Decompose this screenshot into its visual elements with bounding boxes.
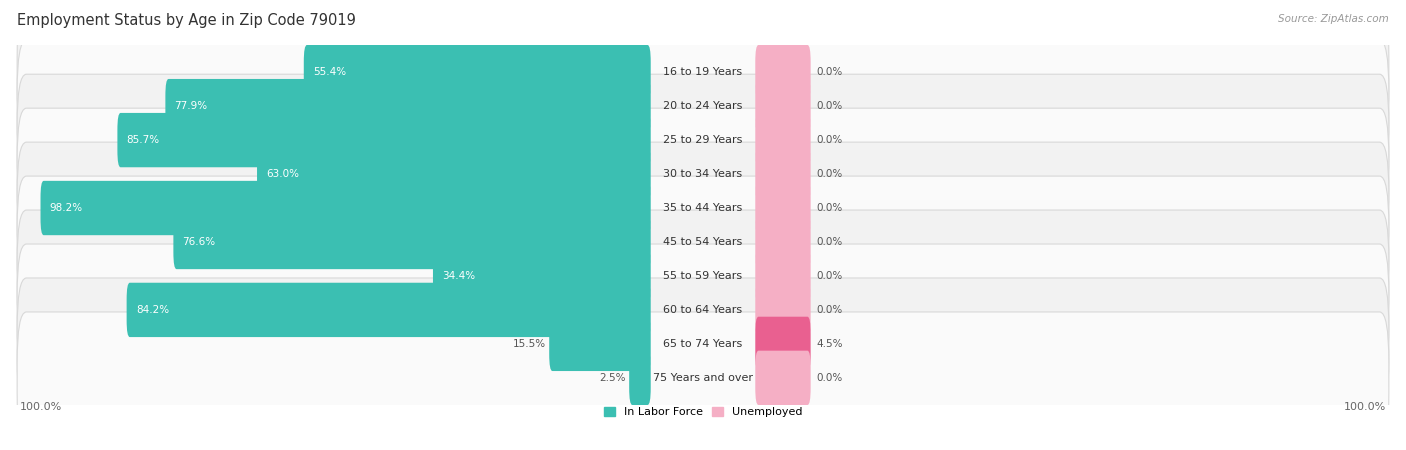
Text: 100.0%: 100.0% <box>1344 402 1386 412</box>
FancyBboxPatch shape <box>17 74 1389 206</box>
Text: 77.9%: 77.9% <box>174 101 208 111</box>
Text: 0.0%: 0.0% <box>817 271 844 281</box>
Text: 98.2%: 98.2% <box>49 203 83 213</box>
Text: 25 to 29 Years: 25 to 29 Years <box>664 135 742 145</box>
Text: 35 to 44 Years: 35 to 44 Years <box>664 203 742 213</box>
Text: 30 to 34 Years: 30 to 34 Years <box>664 169 742 179</box>
Text: 76.6%: 76.6% <box>183 237 215 247</box>
Text: 0.0%: 0.0% <box>817 169 844 179</box>
Text: 0.0%: 0.0% <box>817 203 844 213</box>
FancyBboxPatch shape <box>550 317 651 371</box>
FancyBboxPatch shape <box>755 45 811 99</box>
FancyBboxPatch shape <box>17 108 1389 240</box>
Legend: In Labor Force, Unemployed: In Labor Force, Unemployed <box>603 407 803 418</box>
FancyBboxPatch shape <box>755 351 811 405</box>
Text: 84.2%: 84.2% <box>136 305 169 315</box>
FancyBboxPatch shape <box>41 181 651 235</box>
FancyBboxPatch shape <box>755 283 811 337</box>
Text: 0.0%: 0.0% <box>817 135 844 145</box>
Text: 0.0%: 0.0% <box>817 237 844 247</box>
FancyBboxPatch shape <box>304 45 651 99</box>
Text: 0.0%: 0.0% <box>817 67 844 77</box>
FancyBboxPatch shape <box>17 278 1389 410</box>
Text: 85.7%: 85.7% <box>127 135 160 145</box>
FancyBboxPatch shape <box>755 147 811 201</box>
FancyBboxPatch shape <box>755 317 811 371</box>
FancyBboxPatch shape <box>755 181 811 235</box>
Text: 4.5%: 4.5% <box>817 339 844 349</box>
Text: 100.0%: 100.0% <box>20 402 62 412</box>
Text: Employment Status by Age in Zip Code 79019: Employment Status by Age in Zip Code 790… <box>17 14 356 28</box>
FancyBboxPatch shape <box>755 215 811 269</box>
FancyBboxPatch shape <box>755 79 811 133</box>
FancyBboxPatch shape <box>17 210 1389 342</box>
Text: 0.0%: 0.0% <box>817 305 844 315</box>
Text: 55 to 59 Years: 55 to 59 Years <box>664 271 742 281</box>
FancyBboxPatch shape <box>257 147 651 201</box>
FancyBboxPatch shape <box>755 249 811 303</box>
Text: 63.0%: 63.0% <box>266 169 299 179</box>
FancyBboxPatch shape <box>117 113 651 167</box>
Text: 45 to 54 Years: 45 to 54 Years <box>664 237 742 247</box>
Text: 60 to 64 Years: 60 to 64 Years <box>664 305 742 315</box>
FancyBboxPatch shape <box>433 249 651 303</box>
FancyBboxPatch shape <box>17 312 1389 444</box>
Text: 0.0%: 0.0% <box>817 101 844 111</box>
FancyBboxPatch shape <box>17 176 1389 308</box>
FancyBboxPatch shape <box>755 113 811 167</box>
Text: 15.5%: 15.5% <box>513 339 546 349</box>
Text: 0.0%: 0.0% <box>817 373 844 383</box>
Text: 75 Years and over: 75 Years and over <box>652 373 754 383</box>
Text: 2.5%: 2.5% <box>599 373 626 383</box>
Text: 65 to 74 Years: 65 to 74 Years <box>664 339 742 349</box>
Text: 20 to 24 Years: 20 to 24 Years <box>664 101 742 111</box>
FancyBboxPatch shape <box>127 283 651 337</box>
Text: 16 to 19 Years: 16 to 19 Years <box>664 67 742 77</box>
FancyBboxPatch shape <box>17 6 1389 138</box>
FancyBboxPatch shape <box>173 215 651 269</box>
Text: Source: ZipAtlas.com: Source: ZipAtlas.com <box>1278 14 1389 23</box>
Text: 34.4%: 34.4% <box>441 271 475 281</box>
FancyBboxPatch shape <box>17 142 1389 274</box>
FancyBboxPatch shape <box>17 40 1389 172</box>
Text: 55.4%: 55.4% <box>314 67 346 77</box>
FancyBboxPatch shape <box>17 244 1389 376</box>
FancyBboxPatch shape <box>630 351 651 405</box>
FancyBboxPatch shape <box>166 79 651 133</box>
